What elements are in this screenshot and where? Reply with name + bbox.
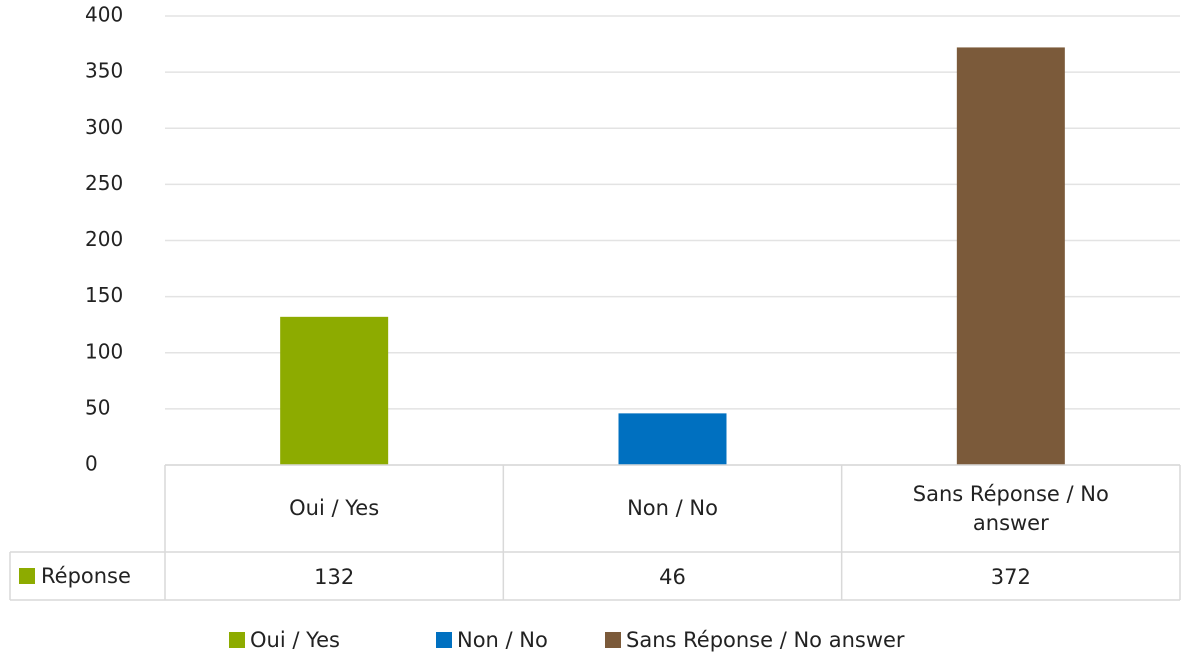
table-cell: Oui / Yes (289, 496, 380, 521)
table-value: 46 (659, 565, 686, 589)
legend-label: Non / No (457, 628, 548, 652)
y-tick-label: 100 (85, 339, 123, 363)
table-value: 132 (314, 565, 354, 589)
table-legend-key (19, 568, 35, 584)
bar (956, 47, 1065, 466)
table-series-name: Réponse (41, 564, 131, 588)
bar (280, 316, 389, 465)
legend-swatch (436, 632, 452, 648)
y-tick-label: 400 (85, 3, 123, 27)
y-tick-label: 300 (85, 115, 123, 139)
y-tick-label: 150 (85, 283, 123, 307)
table-cell: Non / No (627, 496, 718, 521)
legend-swatch (605, 632, 621, 648)
cell-text: Non / No (627, 496, 718, 521)
legend-swatch (229, 632, 245, 648)
cell-text: Sans Réponse / No answer (912, 482, 1109, 535)
y-tick-label: 0 (85, 452, 98, 476)
y-tick-label: 50 (85, 395, 110, 419)
cell-text: Oui / Yes (289, 496, 380, 521)
y-tick-label: 350 (85, 59, 123, 83)
bar (618, 413, 727, 465)
y-tick-label: 200 (85, 227, 123, 251)
table-cell: Sans Réponse / No answer (912, 482, 1109, 535)
y-tick-label: 250 (85, 171, 123, 195)
legend-label: Oui / Yes (250, 628, 340, 652)
table-value: 372 (991, 565, 1031, 589)
legend-label: Sans Réponse / No answer (626, 628, 905, 652)
